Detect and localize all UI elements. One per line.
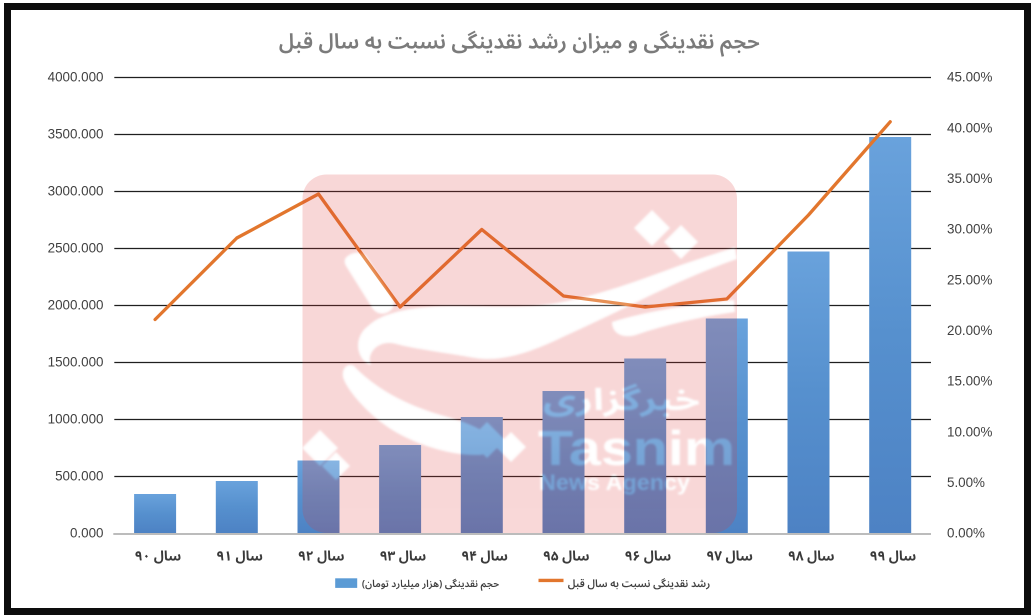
svg-text:30.00%: 30.00% — [947, 222, 993, 237]
svg-text:1500.000: 1500.000 — [48, 355, 104, 370]
svg-text:15.00%: 15.00% — [947, 374, 993, 389]
svg-text:0.00%: 0.00% — [947, 526, 985, 541]
svg-text:45.00%: 45.00% — [947, 70, 993, 85]
svg-text:3000.000: 3000.000 — [48, 184, 104, 199]
svg-text:10.00%: 10.00% — [947, 424, 993, 439]
svg-text:5.00%: 5.00% — [947, 475, 985, 490]
svg-text:News Agency: News Agency — [539, 470, 691, 495]
svg-text:1000.000: 1000.000 — [48, 412, 104, 427]
svg-text:25.00%: 25.00% — [947, 272, 993, 287]
svg-text:40.00%: 40.00% — [947, 120, 993, 135]
svg-text:4000.000: 4000.000 — [48, 70, 104, 85]
svg-text:35.00%: 35.00% — [947, 171, 993, 186]
svg-text:2500.000: 2500.000 — [48, 241, 104, 256]
svg-text:500.000: 500.000 — [55, 469, 103, 484]
svg-text:0.000: 0.000 — [70, 526, 104, 541]
svg-text:2000.000: 2000.000 — [48, 298, 104, 313]
svg-text:Tasnim: Tasnim — [538, 422, 735, 476]
svg-text:20.00%: 20.00% — [947, 323, 993, 338]
svg-text:3500.000: 3500.000 — [48, 127, 104, 142]
